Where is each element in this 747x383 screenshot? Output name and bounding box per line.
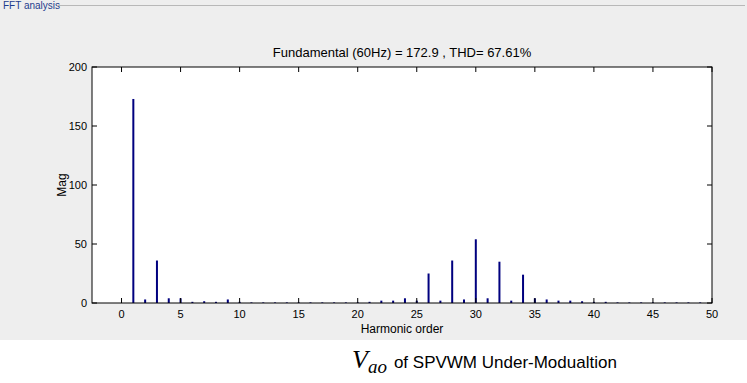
- bar: [534, 298, 536, 303]
- x-tick-label: 40: [588, 308, 600, 320]
- y-tick: [92, 185, 97, 186]
- x-tick: [180, 298, 181, 303]
- x-tick: [534, 67, 535, 72]
- bar: [404, 298, 406, 303]
- bars: [132, 99, 712, 303]
- x-tick: [712, 67, 713, 72]
- bar: [475, 239, 477, 303]
- x-tick: [239, 298, 240, 303]
- x-tick: [357, 298, 358, 303]
- axes-box: [92, 67, 712, 303]
- bar: [144, 299, 146, 303]
- x-tick: [712, 298, 713, 303]
- y-axis-label: Mag: [55, 173, 69, 196]
- x-tick: [180, 67, 181, 72]
- y-tick: [92, 67, 97, 68]
- x-tick: [652, 67, 653, 72]
- y-tick: [707, 126, 712, 127]
- x-tick-label: 35: [529, 308, 541, 320]
- x-tick: [593, 67, 594, 72]
- x-tick-label: 25: [411, 308, 423, 320]
- x-tick: [475, 298, 476, 303]
- x-tick: [121, 67, 122, 72]
- y-tick: [92, 244, 97, 245]
- caption-subscript: ao: [368, 356, 387, 377]
- bar: [428, 274, 430, 304]
- x-tick-label: 50: [706, 308, 718, 320]
- x-tick-label: 45: [647, 308, 659, 320]
- bar: [498, 262, 500, 303]
- bar: [487, 298, 489, 303]
- x-tick-label: 15: [293, 308, 305, 320]
- x-axis-label: Harmonic order: [361, 322, 444, 336]
- x-tick-label: 10: [233, 308, 245, 320]
- y-tick: [707, 67, 712, 68]
- y-tick: [707, 244, 712, 245]
- panel-background: [0, 0, 747, 340]
- plot-area: [92, 67, 712, 303]
- x-tick: [534, 298, 535, 303]
- bar: [168, 298, 170, 303]
- x-tick-label: 20: [352, 308, 364, 320]
- x-tick: [652, 298, 653, 303]
- panel-title: FFT analysis: [3, 0, 60, 11]
- panel-frame: [57, 5, 745, 6]
- bar: [156, 261, 158, 303]
- bar: [546, 299, 548, 303]
- x-tick: [593, 298, 594, 303]
- chart-title: Fundamental (60Hz) = 172.9 , THD= 67.61%: [273, 45, 532, 60]
- bar: [180, 298, 182, 303]
- caption-text: of SPVWM Under-Modualtion: [394, 353, 617, 372]
- x-tick: [298, 298, 299, 303]
- y-tick-label: 0: [81, 297, 87, 309]
- y-tick: [92, 126, 97, 127]
- bar: [227, 299, 229, 303]
- x-tick: [357, 67, 358, 72]
- y-tick: [707, 303, 712, 304]
- x-tick: [416, 298, 417, 303]
- y-tick-label: 200: [69, 61, 87, 73]
- bar: [463, 299, 465, 303]
- x-tick: [239, 67, 240, 72]
- bar: [132, 99, 134, 303]
- bar: [451, 261, 453, 303]
- bar: [522, 275, 524, 303]
- y-tick-label: 50: [75, 238, 87, 250]
- x-tick: [298, 67, 299, 72]
- x-tick-label: 5: [178, 308, 184, 320]
- x-tick: [475, 67, 476, 72]
- figure: FFT analysis 0 50 100 150 200 0 5 10 15 20 25 30 35 40…: [0, 0, 747, 383]
- x-tick: [416, 67, 417, 72]
- y-tick-label: 100: [69, 179, 87, 191]
- x-tick-label: 30: [470, 308, 482, 320]
- x-tick-label: 0: [118, 308, 124, 320]
- y-tick: [92, 303, 97, 304]
- y-tick: [707, 185, 712, 186]
- caption: Vaoof SPVWM Under-Modualtion: [352, 345, 617, 377]
- x-tick: [121, 298, 122, 303]
- y-tick-label: 150: [69, 120, 87, 132]
